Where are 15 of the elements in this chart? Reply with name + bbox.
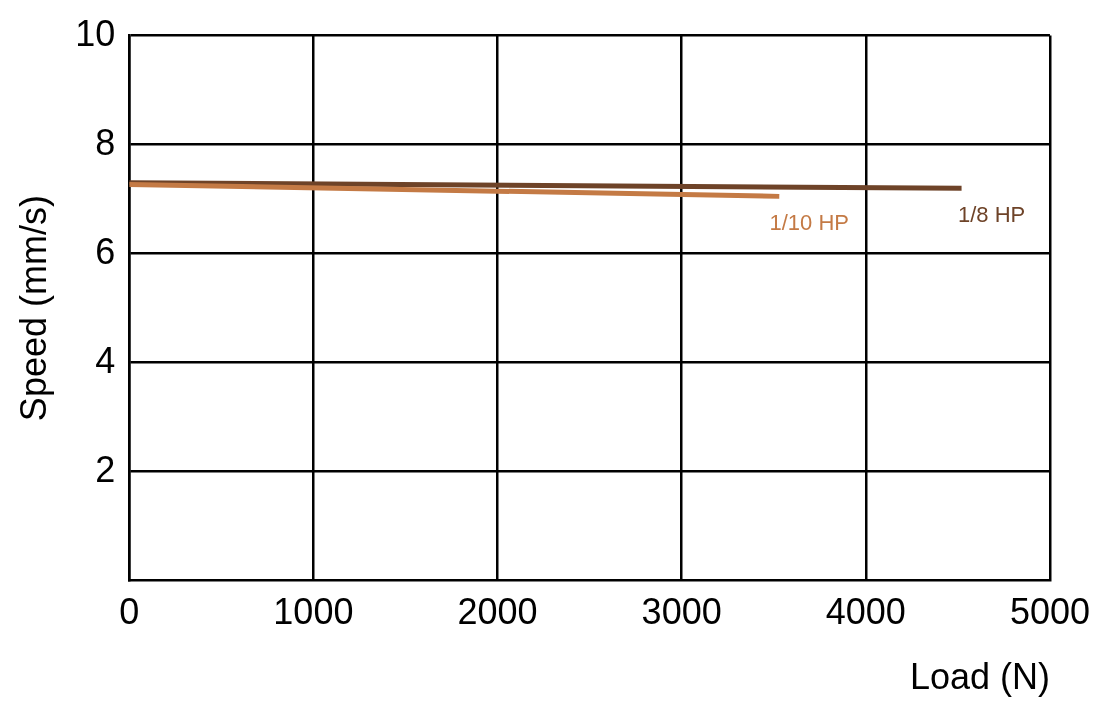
y-tick-label: 8 [95, 121, 116, 163]
x-tick-label: 0 [119, 591, 140, 633]
y-tick-label: 4 [95, 339, 116, 381]
series-label: 1/8 HP [957, 202, 1026, 228]
series-label: 1/10 HP [769, 210, 850, 236]
y-tick-label: 2 [95, 448, 116, 490]
x-axis-title: Load (N) [909, 656, 1050, 698]
y-tick-label: 10 [75, 12, 116, 54]
x-tick-label: 4000 [825, 591, 906, 633]
x-tick-label: 3000 [641, 591, 722, 633]
x-tick-label: 5000 [1009, 591, 1090, 633]
y-tick-label: 6 [95, 230, 116, 272]
x-tick-label: 1000 [273, 591, 354, 633]
x-tick-label: 2000 [457, 591, 538, 633]
y-axis-title: Speed (mm/s) [12, 195, 54, 422]
